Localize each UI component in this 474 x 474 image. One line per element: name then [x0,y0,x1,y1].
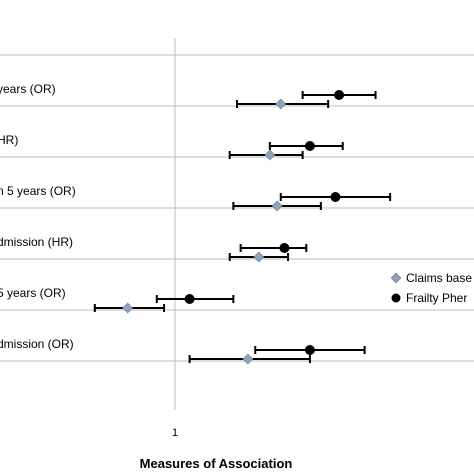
forest-row: years (OR) [0,82,377,110]
grid-layer [0,54,474,362]
row-label: dmission (OR) [0,337,74,351]
legend-frailty-marker [391,293,401,303]
claims-point [264,149,276,161]
forest-row: 5 years (OR) [0,286,235,314]
x-axis-ticks: 1 [172,427,178,439]
frailty-point [304,345,315,355]
frailty-point [334,90,345,100]
row-label: dmission (HR) [0,235,73,249]
frailty-point [330,192,341,202]
row-label: n 5 years (OR) [0,184,76,198]
frailty-point [184,294,195,304]
rows-layer: years (OR) HR) n 5 years (OR) dmission (HR)… [0,82,392,365]
claims-point [271,200,283,212]
forest-row: HR) [0,133,344,161]
frailty-point [279,243,290,253]
frailty-point [304,141,315,151]
legend-label: Frailty Pher [406,291,467,305]
forest-row: n 5 years (OR) [0,184,392,212]
row-label: 5 years (OR) [0,286,66,300]
legend: Claims base Frailty Pher [390,271,472,305]
row-label: HR) [0,133,18,147]
x-axis-title: Measures of Association [140,456,293,471]
claims-point [242,353,254,365]
claims-point [253,251,265,263]
forest-row: dmission (OR) [0,337,366,365]
legend-label: Claims base [406,271,472,285]
row-label: years (OR) [0,82,56,96]
claims-point [122,302,134,314]
claims-point [275,98,287,110]
forest-row: dmission (HR) [0,235,308,263]
legend-claims-marker [390,272,402,284]
x-tick-label: 1 [172,427,178,439]
